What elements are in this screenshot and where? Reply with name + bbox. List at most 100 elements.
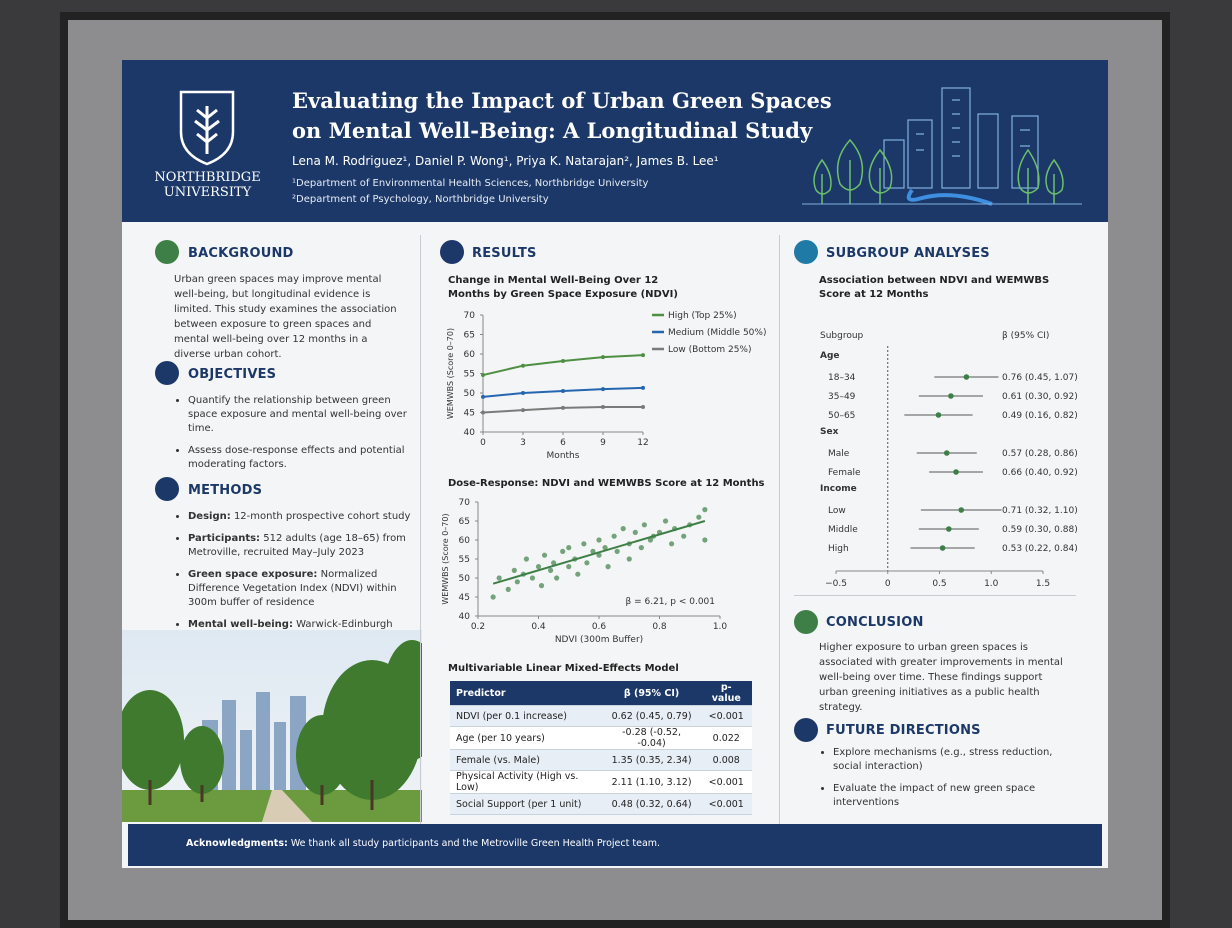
- point: [521, 408, 525, 413]
- point: [505, 586, 511, 592]
- future-item: Explore mechanisms (e.g., stress reducti…: [833, 746, 1083, 774]
- y-tick-label: 60: [459, 536, 471, 546]
- cell: <0.001: [700, 705, 752, 727]
- point: [566, 545, 572, 551]
- group-label: Sex: [820, 427, 839, 437]
- x-tick-label: 12: [637, 438, 648, 448]
- annotation: β = 6.21, p < 0.001: [625, 597, 715, 607]
- row-label: 18–34: [828, 373, 856, 383]
- method: Design: 12-month prospective cohort stud…: [188, 510, 418, 524]
- point: [681, 533, 687, 539]
- x-tick-label: 9: [600, 438, 606, 448]
- header-row: Predictor β (95% CI) p-value: [450, 681, 752, 706]
- y-axis-label: WEMWBS (Score 0–70): [446, 328, 455, 419]
- x-tick-label: 0.6: [592, 622, 607, 632]
- y-tick-label: 65: [464, 331, 475, 341]
- point: [641, 522, 647, 528]
- cell: <0.001: [700, 793, 752, 815]
- icon: [155, 477, 179, 501]
- method-label: Mental well-being:: [188, 619, 293, 630]
- y-tick-label: 45: [464, 409, 475, 419]
- divider: [420, 235, 421, 825]
- table-row: Age (per 10 years) -0.28 (-0.52, -0.04) 0.…: [450, 726, 752, 750]
- point: [596, 537, 602, 543]
- estimate: [958, 507, 965, 513]
- y-tick-label: 50: [459, 574, 471, 584]
- title-line: on Mental Well-Being: A Longitudinal Stu…: [292, 118, 813, 143]
- x-tick-label: 0.8: [652, 622, 667, 632]
- cell: 0.62 (0.45, 0.79): [602, 705, 701, 727]
- objective: Assess dose-response effects and potenti…: [188, 444, 418, 472]
- point: [702, 537, 708, 543]
- title: Evaluating the Impact of Urban Green Spa…: [292, 86, 832, 146]
- point: [561, 389, 565, 394]
- cell: 0.008: [700, 749, 752, 771]
- legend-label: Medium (Middle 50%): [668, 328, 766, 338]
- section-heading: METHODS: [188, 483, 263, 498]
- icon: [794, 610, 818, 634]
- cell: Physical Activity (High vs. Low): [450, 770, 603, 794]
- x-tick-label: −0.5: [825, 579, 847, 589]
- section-heading: CONCLUSION: [826, 615, 924, 630]
- column-header: Predictor: [450, 681, 603, 706]
- icon: [155, 240, 179, 264]
- row-label: Middle: [828, 525, 858, 535]
- point: [596, 552, 602, 558]
- icon: [794, 718, 818, 742]
- x-tick-label: 0.4: [531, 622, 546, 632]
- point: [702, 507, 708, 513]
- point: [551, 560, 557, 566]
- affiliation: ²Department of Psychology, Northbridge U…: [292, 194, 549, 205]
- y-tick-label: 65: [459, 517, 470, 527]
- poster: NORTHBRIDGE UNIVERSITY Evaluating the Im…: [122, 60, 1108, 868]
- affiliation: ¹Department of Environmental Health Scie…: [292, 178, 649, 189]
- x-tick-label: 0: [480, 438, 486, 448]
- column-header: p-value: [700, 681, 752, 706]
- chart-title: Change in Mental Well-Being Over 12 Mont…: [448, 275, 678, 300]
- divider: [779, 235, 780, 825]
- row-label: Low: [828, 506, 846, 516]
- ci-label: 0.53 (0.22, 0.84): [1002, 544, 1078, 554]
- x-tick-label: 1.0: [984, 579, 999, 589]
- table-row: NDVI (per 0.1 increase) 0.62 (0.45, 0.79)…: [450, 705, 752, 727]
- point: [611, 533, 617, 539]
- method-text: 512 adults (age 18–65) from Metroville, …: [188, 533, 406, 558]
- icon: [155, 361, 179, 385]
- x-tick-label: 6: [560, 438, 566, 448]
- ci-label: 0.49 (0.16, 0.82): [1002, 411, 1078, 421]
- point: [626, 556, 632, 562]
- y-tick-label: 40: [459, 612, 471, 622]
- point: [481, 410, 485, 415]
- x-tick-label: 0.2: [471, 622, 485, 632]
- y-tick-label: 60: [464, 350, 476, 360]
- table-row: Female (vs. Male) 1.35 (0.35, 2.34) 0.008: [450, 749, 752, 771]
- city-illustration: [802, 87, 1082, 206]
- point: [638, 545, 644, 551]
- estimate: [946, 526, 952, 532]
- estimate: [948, 393, 954, 399]
- conclusion-text: Higher exposure to urban green spaces is…: [819, 642, 1063, 713]
- cell: 1.35 (0.35, 2.34): [602, 749, 701, 771]
- point: [584, 560, 590, 566]
- authors: Lena M. Rodriguez¹, Daniel P. Wong¹, Pri…: [292, 154, 719, 168]
- y-tick-label: 70: [459, 498, 471, 508]
- x-tick-label: 3: [520, 438, 526, 448]
- row-label: High: [828, 544, 849, 554]
- x-tick-label: 0: [885, 579, 891, 589]
- university-line: UNIVERSITY: [163, 185, 252, 200]
- method-label: Design:: [188, 511, 231, 522]
- row-label: 50–65: [828, 411, 855, 421]
- y-tick-label: 70: [464, 311, 476, 321]
- cell: -0.28 (-0.52, -0.04): [602, 726, 701, 750]
- cell: <0.001: [700, 770, 752, 794]
- cell: NDVI (per 0.1 increase): [450, 705, 603, 727]
- cell: 0.48 (0.32, 0.64): [602, 793, 701, 815]
- section-heading: FUTURE DIRECTIONS: [826, 723, 981, 738]
- icon: [794, 240, 818, 264]
- point: [647, 537, 654, 543]
- series-line: [482, 354, 644, 377]
- title-line: Evaluating the Impact of Urban Green Spa…: [292, 88, 832, 113]
- ack-text: We thank all study participants and the …: [290, 838, 661, 849]
- future-list: Explore mechanisms (e.g., stress reducti…: [819, 746, 1083, 818]
- point: [641, 385, 645, 390]
